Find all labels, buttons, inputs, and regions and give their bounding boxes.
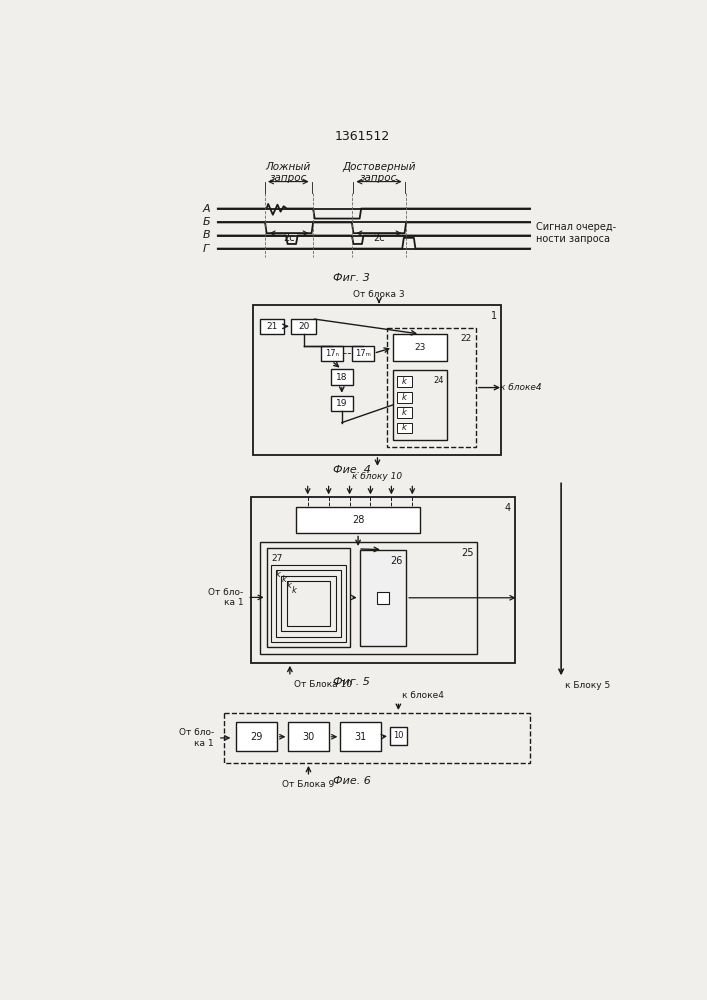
Text: В: В [202, 231, 210, 240]
Text: 31: 31 [354, 732, 366, 742]
Bar [276, 570, 341, 637]
Text: к блоке4: к блоке4 [402, 691, 444, 700]
Bar [281, 576, 336, 631]
Text: 17ₘ: 17ₘ [355, 349, 370, 358]
Text: От блока 3: От блока 3 [354, 290, 405, 299]
Bar [287, 581, 330, 626]
Text: k: k [281, 575, 286, 584]
Bar [271, 565, 346, 642]
Bar [267, 548, 351, 647]
Bar [251, 497, 515, 663]
Text: k: k [286, 581, 291, 590]
Bar [397, 407, 412, 418]
Text: k: k [402, 393, 407, 402]
Text: 23: 23 [414, 343, 426, 352]
Text: 18: 18 [336, 373, 348, 382]
Text: От Блока 9: От Блока 9 [282, 780, 334, 789]
Bar [236, 722, 276, 751]
Text: Фиг. 5: Фиг. 5 [334, 677, 370, 687]
Text: Г: Г [203, 244, 209, 254]
Bar [390, 727, 407, 745]
Text: Ложный
запрос: Ложный запрос [266, 162, 311, 183]
Bar [397, 392, 412, 403]
Text: 26: 26 [391, 556, 403, 566]
Bar [296, 507, 420, 533]
Bar [393, 334, 448, 361]
Text: Фие. 4: Фие. 4 [333, 465, 370, 475]
Text: От бло-
ка 1: От бло- ка 1 [208, 588, 243, 607]
Bar [397, 376, 412, 387]
Text: Фие. 6: Фие. 6 [333, 776, 370, 786]
Text: 29: 29 [250, 732, 263, 742]
Bar [260, 319, 284, 334]
Text: От бло-
ка 1: От бло- ка 1 [179, 728, 214, 748]
Bar [288, 722, 329, 751]
Text: 22: 22 [461, 334, 472, 343]
Text: 2c: 2c [284, 233, 295, 243]
Text: Достоверный
запрос: Достоверный запрос [342, 162, 416, 183]
Text: k: k [402, 377, 407, 386]
Text: 10: 10 [393, 732, 404, 740]
Bar [291, 319, 316, 334]
Text: k: k [276, 570, 281, 579]
Bar [260, 542, 477, 654]
Text: 30: 30 [303, 732, 315, 742]
Bar [377, 592, 389, 604]
Text: 1361512: 1361512 [334, 130, 390, 143]
Text: 25: 25 [461, 548, 474, 558]
Text: k: k [402, 408, 407, 417]
Text: От Блока 10: От Блока 10 [293, 680, 352, 689]
Bar [352, 346, 373, 361]
Text: 24: 24 [433, 376, 444, 385]
Text: k: k [292, 586, 297, 595]
Bar [224, 713, 530, 763]
Bar [321, 346, 343, 361]
Text: к блоке4: к блоке4 [500, 383, 542, 392]
Bar [253, 305, 501, 455]
Bar [393, 370, 448, 440]
Bar [340, 722, 380, 751]
Text: 17ₙ: 17ₙ [325, 349, 339, 358]
Text: Фиг. 3: Фиг. 3 [334, 273, 370, 283]
Text: k: k [402, 424, 407, 432]
Text: 4: 4 [505, 503, 510, 513]
Text: 20: 20 [298, 322, 310, 331]
Text: Б: Б [202, 217, 210, 227]
Text: к блоку 10: к блоку 10 [352, 472, 402, 481]
Bar [360, 550, 406, 646]
Text: Сигнал очеред-
ности запроса: Сигнал очеред- ности запроса [537, 222, 617, 244]
Bar [387, 328, 476, 447]
Text: к Блоку 5: к Блоку 5 [565, 681, 610, 690]
Bar [331, 396, 353, 411]
Bar [397, 423, 412, 433]
Text: А: А [202, 204, 210, 214]
Text: 19: 19 [336, 399, 348, 408]
Text: 27: 27 [271, 554, 283, 563]
Text: 21: 21 [267, 322, 278, 331]
Text: 28: 28 [352, 515, 364, 525]
Text: 2c: 2c [373, 233, 385, 243]
Text: 1: 1 [491, 311, 497, 321]
Bar [331, 369, 353, 385]
